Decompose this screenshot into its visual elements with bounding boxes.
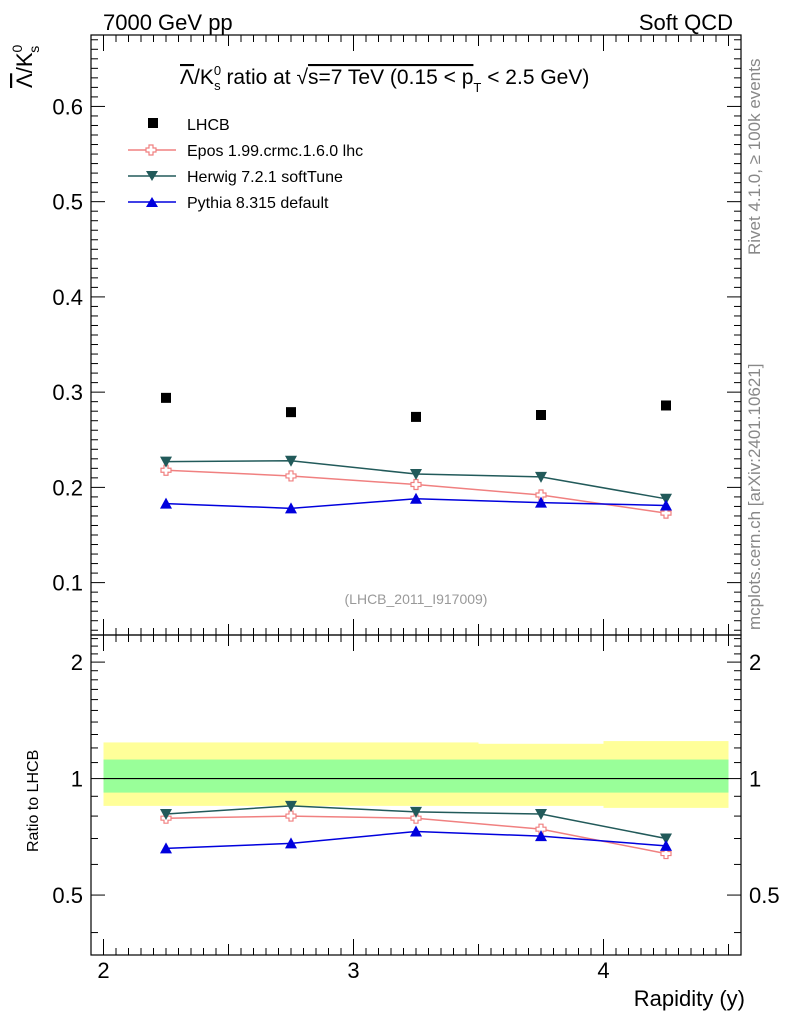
ratio-uncertainty-bands (103, 741, 729, 808)
main-y-tick-label: 0.4 (52, 285, 83, 310)
data-point-epos (535, 489, 547, 501)
data-point-herwig (160, 456, 172, 468)
ratio-point-herwig (410, 806, 422, 818)
legend-item-herwig: Herwig 7.2.1 softTune (128, 169, 343, 186)
title-pt-sub: T (473, 80, 481, 95)
ratio-band-inner (353, 759, 479, 793)
ratio-plot-series (160, 800, 672, 860)
data-point-herwig (285, 455, 297, 467)
legend-marker-epos (145, 144, 157, 156)
ratio-point-pythia (285, 837, 297, 849)
ratio-point-epos (410, 812, 422, 824)
ylabel-k-sup: 0 (9, 45, 25, 53)
data-point-epos (285, 470, 297, 482)
ratio-band-inner (478, 759, 604, 793)
ratio-y-tick-label-right: 0.5 (749, 883, 780, 908)
legend-marker-lhcb (148, 118, 158, 128)
ratio-band-inner (103, 759, 229, 793)
ratio-point-herwig (535, 808, 547, 820)
data-point-epos (410, 478, 422, 491)
beam-label: 7000 GeV pp (103, 10, 233, 35)
rivet-label: Rivet 4.1.0, ≥ 100k events (745, 59, 764, 255)
ratio-band-inner (228, 759, 354, 793)
title-lambda: Λ (180, 66, 194, 89)
x-tick-label: 4 (597, 958, 609, 983)
data-point-lhcb (286, 407, 296, 418)
ratio-point-pythia (535, 830, 547, 842)
data-point-pythia (660, 499, 672, 511)
title-s-eq: s=7 TeV (0.15 < p (308, 66, 473, 89)
title-mid: ratio at (221, 66, 297, 89)
main-ylabel: Λ/K0s (9, 45, 42, 89)
x-axis-label: Rapidity (y) (634, 986, 745, 1011)
data-point-herwig (410, 469, 422, 481)
main-y-tick-label: 0.5 (52, 190, 83, 215)
main-title: Λ/K0 s ratio at √s=7 TeV (0.15 < pT < 2.5… (180, 63, 589, 95)
source-label: mcplots.cern.ch [arXiv:2401.10621] (745, 364, 764, 630)
main-y-tick-label: 0.1 (52, 571, 83, 596)
ratio-point-epos (660, 847, 672, 860)
data-point-pythia (160, 497, 172, 509)
main-y-tick-label: 0.3 (52, 380, 83, 405)
ratio-y-tick-label-left: 2 (71, 650, 83, 675)
title-tail: < 2.5 GeV) (481, 66, 589, 89)
legend-item-lhcb: LHCB (148, 117, 230, 134)
main-y-tick-label: 0.6 (52, 94, 83, 119)
ratio-y-tick-label-left: 0.5 (52, 883, 83, 908)
title-k-sup: 0 (214, 63, 221, 78)
data-point-lhcb (411, 411, 421, 422)
data-point-pythia (285, 502, 297, 514)
legend-label-epos: Epos 1.99.crmc.1.6.0 lhc (187, 143, 363, 160)
data-point-herwig (535, 471, 547, 483)
legend-label-herwig: Herwig 7.2.1 softTune (187, 169, 343, 186)
ratio-point-pythia (160, 842, 172, 854)
legend-marker-pythia (146, 197, 158, 207)
ratio-point-epos (285, 810, 297, 822)
process-label: Soft QCD (639, 10, 733, 35)
ratio-point-herwig (160, 808, 172, 820)
ratio-point-herwig (660, 833, 672, 845)
title-k-sub: s (214, 78, 221, 93)
ratio-y-tick-label-right: 1 (749, 767, 761, 792)
legend-item-pythia: Pythia 8.315 default (128, 195, 329, 212)
data-point-lhcb (161, 392, 171, 403)
x-tick-label: 2 (97, 958, 109, 983)
data-point-epos (660, 507, 672, 519)
legend: LHCB Epos 1.99.crmc.1.6.0 lhc Herwig 7.2… (128, 117, 363, 212)
ratio-band-inner (603, 759, 729, 793)
data-point-lhcb (536, 410, 546, 420)
ylabel-k-sub: s (26, 46, 42, 53)
ratio-point-pythia (660, 839, 672, 851)
legend-marker-herwig (146, 171, 158, 181)
data-point-herwig (660, 493, 672, 505)
data-point-lhcb (661, 400, 671, 411)
legend-label-pythia: Pythia 8.315 default (187, 195, 329, 212)
ratio-point-herwig (285, 800, 297, 812)
x-tick-label: 3 (347, 958, 359, 983)
data-point-pythia (535, 496, 547, 508)
ylabel-lambda: Λ (12, 73, 37, 88)
main-y-tick-label: 0.2 (52, 475, 83, 500)
ratio-ylabel: Ratio to LHCB (25, 750, 42, 852)
analysis-tag: (LHCB_2011_I917009) (345, 591, 488, 607)
plot-axes: 0.1 0.2 0.3 0.4 0.5 0.6 2 3 4 0.5 0.5 1 1 2 2 (52, 34, 780, 983)
data-point-pythia (410, 492, 422, 504)
main-plot-series (160, 392, 672, 519)
legend-label-lhcb: LHCB (187, 117, 230, 134)
ratio-y-tick-label-left: 1 (71, 767, 83, 792)
title-sqrt: √ (296, 66, 308, 89)
data-point-epos (160, 464, 172, 476)
legend-item-epos: Epos 1.99.crmc.1.6.0 lhc (128, 143, 363, 160)
title-k: /K (194, 66, 214, 89)
ratio-point-pythia (410, 825, 422, 837)
ylabel-k: /K (12, 52, 37, 73)
ratio-y-tick-label-right: 2 (749, 650, 761, 675)
